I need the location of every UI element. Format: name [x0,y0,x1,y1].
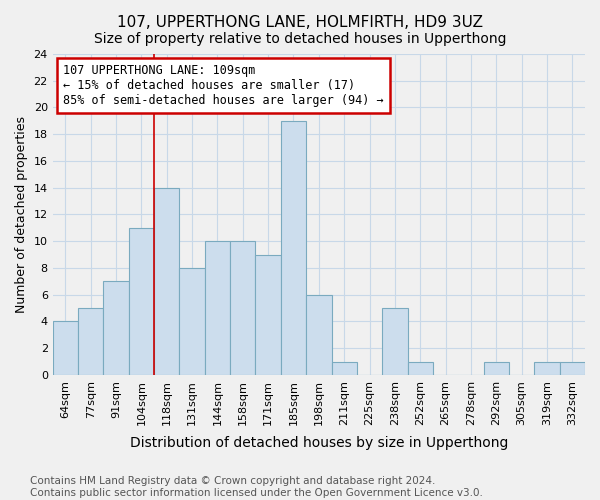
Bar [256,254,281,375]
Text: 107 UPPERTHONG LANE: 109sqm
← 15% of detached houses are smaller (17)
85% of sem: 107 UPPERTHONG LANE: 109sqm ← 15% of det… [64,64,384,106]
Bar [103,282,129,375]
Bar [230,241,256,375]
Bar [129,228,154,375]
Bar [535,362,560,375]
Text: Size of property relative to detached houses in Upperthong: Size of property relative to detached ho… [94,32,506,46]
Bar [407,362,433,375]
Bar [281,121,306,375]
Bar [154,188,179,375]
X-axis label: Distribution of detached houses by size in Upperthong: Distribution of detached houses by size … [130,436,508,450]
Text: Contains HM Land Registry data © Crown copyright and database right 2024.
Contai: Contains HM Land Registry data © Crown c… [30,476,483,498]
Y-axis label: Number of detached properties: Number of detached properties [15,116,28,313]
Bar [332,362,357,375]
Bar [53,322,78,375]
Bar [484,362,509,375]
Bar [382,308,407,375]
Bar [78,308,103,375]
Bar [179,268,205,375]
Bar [560,362,585,375]
Text: 107, UPPERTHONG LANE, HOLMFIRTH, HD9 3UZ: 107, UPPERTHONG LANE, HOLMFIRTH, HD9 3UZ [117,15,483,30]
Bar [306,294,332,375]
Bar [205,241,230,375]
